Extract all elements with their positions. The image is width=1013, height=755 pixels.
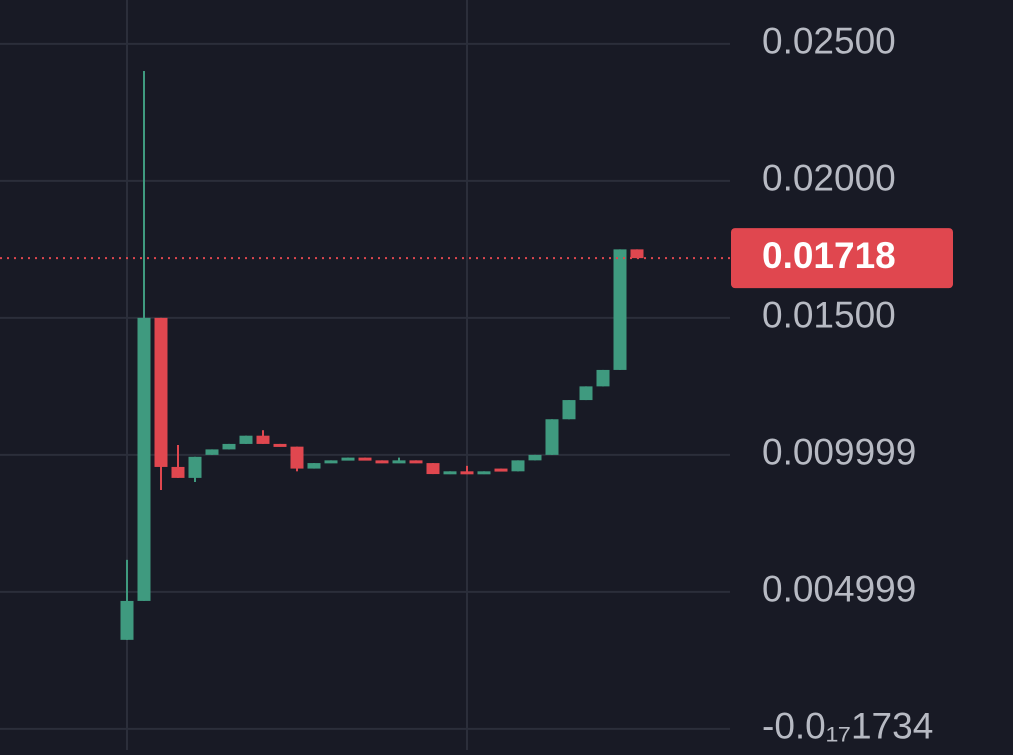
candle-body: [528, 454, 542, 461]
candle-body: [477, 471, 491, 475]
candle-body: [222, 443, 236, 450]
candle-body: [358, 457, 372, 461]
candle-body: [188, 456, 202, 478]
candle-body: [256, 435, 270, 444]
y-tick-label: 0.004999: [762, 569, 916, 610]
last-price-box: [731, 228, 953, 289]
candle-body: [154, 317, 168, 467]
y-tick-label: -0.0₁₇1734: [762, 706, 933, 747]
candle-body: [375, 460, 389, 464]
candle-body: [596, 369, 610, 387]
candle-body: [290, 446, 304, 469]
y-tick-label: 0.02500: [762, 21, 896, 62]
candle-body: [426, 463, 440, 475]
candle-body: [562, 400, 576, 420]
candle-body: [273, 443, 287, 447]
candle-body: [409, 460, 423, 464]
candle-body: [239, 435, 253, 444]
candle-body: [171, 466, 185, 478]
candle-body: [324, 460, 338, 464]
last-price-label: 0.01718: [762, 235, 896, 276]
candle-body: [205, 449, 219, 455]
candle-body: [307, 463, 321, 469]
y-tick-label: 0.009999: [762, 432, 916, 473]
candle-body: [494, 468, 508, 472]
candle-body: [630, 249, 644, 259]
candle-body: [545, 419, 559, 455]
candle-body: [460, 471, 474, 475]
candle-body: [443, 471, 457, 475]
candle-body: [613, 249, 627, 370]
candle-body: [120, 600, 134, 640]
y-tick-label: 0.02000: [762, 158, 896, 199]
candle-body: [137, 317, 151, 601]
candle-body: [341, 457, 355, 461]
candle-body: [511, 460, 525, 472]
candle-body: [579, 386, 593, 401]
candle-body: [392, 460, 406, 464]
y-tick-label: 0.01500: [762, 295, 896, 336]
